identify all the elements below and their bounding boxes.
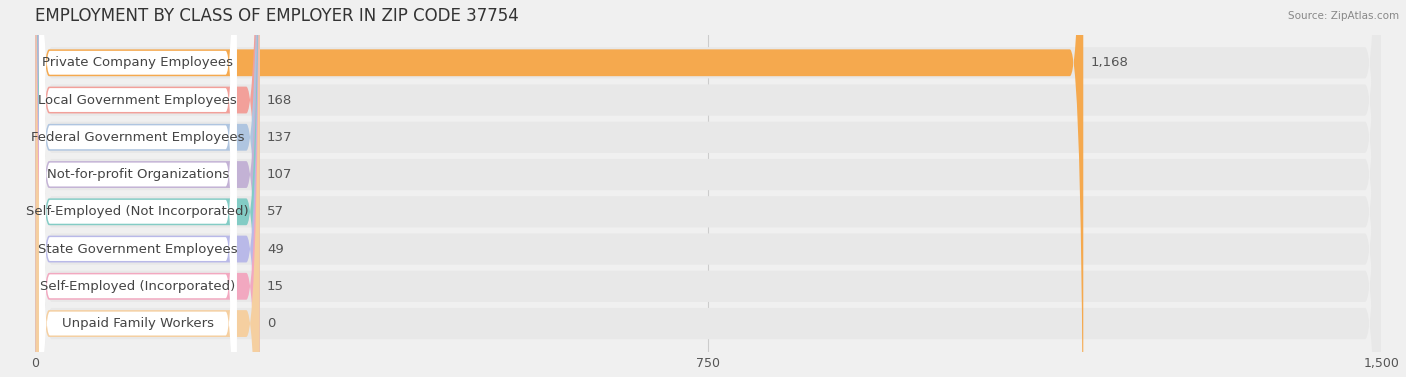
FancyBboxPatch shape [35, 0, 1381, 377]
Text: Private Company Employees: Private Company Employees [42, 56, 233, 69]
FancyBboxPatch shape [35, 0, 1381, 377]
Text: 1,168: 1,168 [1091, 56, 1129, 69]
Text: 57: 57 [267, 205, 284, 218]
FancyBboxPatch shape [35, 0, 260, 377]
Text: 107: 107 [267, 168, 292, 181]
FancyBboxPatch shape [35, 0, 1381, 377]
FancyBboxPatch shape [35, 0, 260, 377]
Text: 168: 168 [267, 93, 292, 107]
FancyBboxPatch shape [39, 0, 236, 377]
Text: EMPLOYMENT BY CLASS OF EMPLOYER IN ZIP CODE 37754: EMPLOYMENT BY CLASS OF EMPLOYER IN ZIP C… [35, 7, 519, 25]
Text: Federal Government Employees: Federal Government Employees [31, 131, 245, 144]
Text: 15: 15 [267, 280, 284, 293]
Text: Not-for-profit Organizations: Not-for-profit Organizations [46, 168, 229, 181]
FancyBboxPatch shape [35, 0, 1381, 377]
Text: State Government Employees: State Government Employees [38, 242, 238, 256]
FancyBboxPatch shape [35, 0, 260, 377]
FancyBboxPatch shape [35, 0, 260, 377]
FancyBboxPatch shape [35, 0, 1083, 377]
Text: 0: 0 [267, 317, 276, 330]
FancyBboxPatch shape [39, 0, 236, 377]
Text: 137: 137 [267, 131, 292, 144]
Text: Self-Employed (Not Incorporated): Self-Employed (Not Incorporated) [27, 205, 249, 218]
FancyBboxPatch shape [39, 0, 236, 377]
FancyBboxPatch shape [39, 0, 236, 377]
FancyBboxPatch shape [39, 0, 236, 377]
Text: Self-Employed (Incorporated): Self-Employed (Incorporated) [41, 280, 235, 293]
FancyBboxPatch shape [35, 0, 260, 377]
FancyBboxPatch shape [35, 0, 260, 377]
Text: Local Government Employees: Local Government Employees [38, 93, 238, 107]
FancyBboxPatch shape [35, 0, 1381, 377]
Text: 49: 49 [267, 242, 284, 256]
Text: Unpaid Family Workers: Unpaid Family Workers [62, 317, 214, 330]
FancyBboxPatch shape [39, 0, 236, 377]
Text: Source: ZipAtlas.com: Source: ZipAtlas.com [1288, 11, 1399, 21]
FancyBboxPatch shape [39, 0, 236, 377]
FancyBboxPatch shape [35, 0, 1381, 377]
FancyBboxPatch shape [35, 0, 260, 377]
FancyBboxPatch shape [35, 0, 1381, 377]
FancyBboxPatch shape [39, 0, 236, 377]
FancyBboxPatch shape [35, 0, 1381, 377]
